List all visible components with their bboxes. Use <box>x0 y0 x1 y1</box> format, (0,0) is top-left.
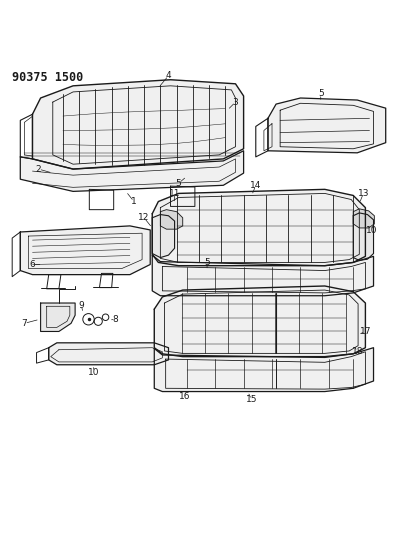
Text: 8: 8 <box>113 315 118 324</box>
Polygon shape <box>49 343 168 365</box>
Text: 5: 5 <box>175 179 181 188</box>
Text: 5: 5 <box>317 90 323 99</box>
Polygon shape <box>152 189 364 265</box>
Polygon shape <box>154 348 373 392</box>
Polygon shape <box>152 214 174 257</box>
Text: 6: 6 <box>30 260 35 269</box>
Polygon shape <box>352 213 373 261</box>
Text: 15: 15 <box>245 395 257 404</box>
Text: 14: 14 <box>249 181 261 190</box>
Text: 5: 5 <box>204 258 209 267</box>
Text: 2: 2 <box>36 165 41 174</box>
Text: 3: 3 <box>232 98 238 107</box>
Polygon shape <box>32 80 243 169</box>
Polygon shape <box>40 303 75 332</box>
Polygon shape <box>152 255 373 296</box>
Text: 4: 4 <box>165 71 171 80</box>
Text: 11: 11 <box>168 189 180 198</box>
Polygon shape <box>154 286 364 357</box>
Text: 17: 17 <box>359 327 370 336</box>
Text: 9: 9 <box>78 301 84 310</box>
Text: 10: 10 <box>87 368 99 376</box>
Text: 12: 12 <box>138 213 149 222</box>
Polygon shape <box>352 209 373 228</box>
Text: 13: 13 <box>357 189 368 198</box>
Text: 7: 7 <box>21 319 27 328</box>
Text: 18: 18 <box>351 348 362 356</box>
Polygon shape <box>20 151 243 191</box>
Polygon shape <box>267 98 385 153</box>
Polygon shape <box>160 209 182 229</box>
Polygon shape <box>20 226 150 274</box>
Text: 1: 1 <box>131 197 136 206</box>
Text: 16: 16 <box>179 392 190 401</box>
Text: 90375 1500: 90375 1500 <box>12 71 83 84</box>
Text: 10: 10 <box>365 227 376 235</box>
